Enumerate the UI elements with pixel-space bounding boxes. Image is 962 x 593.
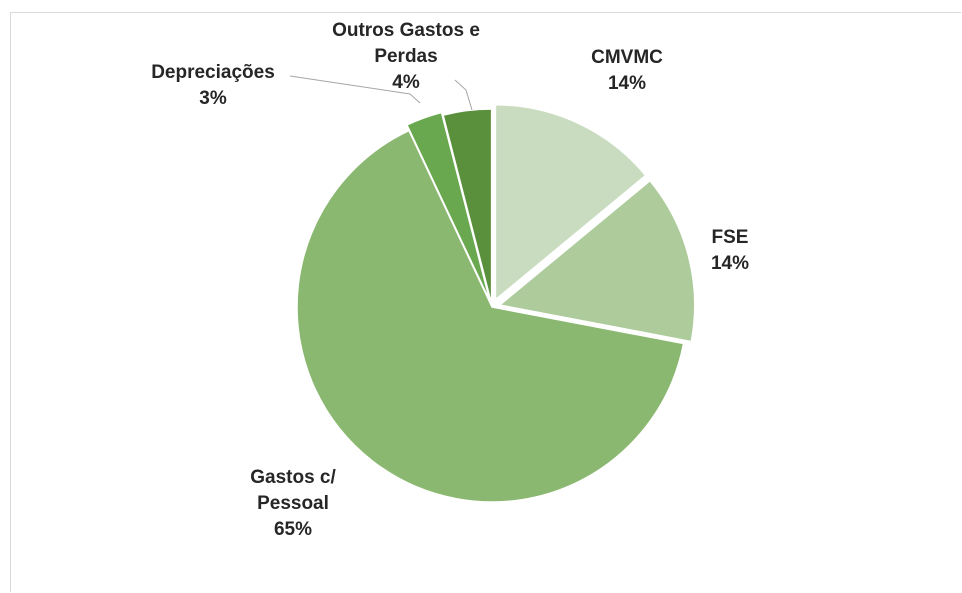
pie-slice	[498, 179, 696, 343]
category-label: Outros Gastos e Perdas	[332, 20, 480, 67]
pie-slice	[442, 108, 493, 305]
chart-frame	[10, 12, 961, 592]
percent-label: 14%	[710, 253, 750, 274]
pie-slice	[494, 104, 647, 302]
data-label: Outros Gastos e Perdas 4%	[311, 18, 501, 96]
leader-line	[454, 79, 473, 111]
percent-label: 65%	[273, 519, 313, 540]
category-label: FSE	[711, 227, 749, 248]
category-label: Depreciações	[151, 62, 275, 83]
data-label: Gastos c/ Pessoal 65%	[238, 465, 348, 543]
data-label: Depreciações 3%	[128, 60, 298, 112]
pie-slice	[296, 129, 685, 503]
percent-label: 14%	[607, 73, 647, 94]
pie-slice	[405, 111, 491, 302]
category-label: Gastos c/ Pessoal	[250, 467, 336, 514]
percent-label: 4%	[392, 72, 420, 93]
percent-label: 3%	[199, 88, 227, 109]
leader-line	[289, 75, 421, 104]
category-label: CMVMC	[591, 47, 663, 68]
data-label: CMVMC 14%	[542, 45, 712, 97]
data-label: FSE 14%	[645, 225, 815, 277]
